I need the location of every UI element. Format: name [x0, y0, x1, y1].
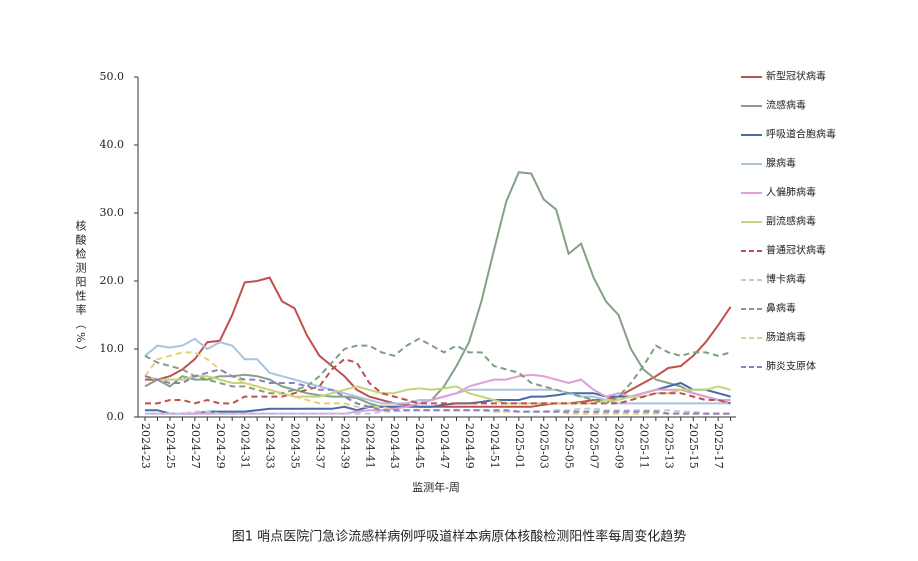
x-tick-label: 2024-43 [388, 423, 401, 469]
legend-label: 新型冠状病毒 [766, 70, 826, 83]
x-tick-label: 2025-05 [563, 423, 576, 469]
legend-label: 鼻病毒 [766, 302, 796, 315]
x-tick-label: 2025-11 [637, 423, 650, 469]
x-tick-label: 2024-37 [313, 423, 326, 469]
x-tick-label: 2025-03 [538, 423, 551, 469]
legend-label: 肠道病毒 [766, 331, 806, 344]
legend-label: 人偏肺病毒 [766, 186, 816, 199]
series-line [144, 368, 731, 415]
x-tick-label: 2024-39 [338, 423, 351, 469]
x-tick-label: 2024-33 [264, 423, 277, 469]
x-tick-label: 2024-45 [413, 423, 426, 469]
x-tick-label: 2025-07 [588, 423, 601, 469]
x-tick-label: 2024-27 [189, 423, 202, 469]
y-tick-label: 10.0 [100, 342, 125, 355]
x-axis-label: 监测年-周 [412, 480, 460, 494]
legend-label: 呼吸道合胞病毒 [766, 128, 836, 141]
y-tick-label: 40.0 [100, 138, 125, 151]
y-tick-label: 20.0 [100, 274, 125, 287]
x-tick-label: 2025-17 [712, 423, 725, 469]
x-tick-label: 2025-13 [662, 423, 675, 469]
x-tick-label: 2024-41 [363, 423, 376, 469]
x-tick-label: 2025-01 [513, 423, 526, 469]
x-tick-label: 2025-09 [612, 423, 625, 469]
legend-label: 腺病毒 [766, 157, 796, 170]
series-line [145, 358, 731, 405]
x-tick-label: 2024-47 [438, 423, 451, 469]
x-tick-label: 2024-51 [488, 423, 501, 469]
legend-label: 普通冠状病毒 [766, 244, 826, 257]
x-tick-label: 2024-25 [164, 423, 177, 469]
x-tick-label: 2024-31 [239, 423, 252, 469]
x-tick-label: 2024-49 [463, 423, 476, 469]
y-tick-label: 30.0 [100, 206, 125, 219]
series-line [144, 337, 731, 405]
series-line [144, 171, 731, 408]
legend-label: 肺炎支原体 [766, 361, 816, 373]
legend-label: 博卡病毒 [766, 273, 806, 286]
x-tick-label: 2024-29 [214, 423, 227, 469]
chart-title: 图1 哨点医院门急诊流感样病例呼吸道样本病原体核酸检测阳性率每周变化趋势 [232, 529, 686, 545]
x-tick-label: 2025-15 [687, 423, 700, 469]
series-line [145, 276, 732, 408]
series-line [144, 375, 731, 405]
y-tick-label: 50.0 [100, 70, 125, 83]
legend-label: 流感病毒 [766, 99, 806, 112]
legend-label: 副流感病毒 [766, 215, 816, 228]
x-tick-label: 2024-35 [289, 423, 302, 469]
y-tick-label: 0.0 [107, 410, 125, 423]
x-tick-label: 2024-23 [139, 423, 152, 469]
y-axis-label: 核酸检测阳性率（%） [74, 219, 87, 360]
